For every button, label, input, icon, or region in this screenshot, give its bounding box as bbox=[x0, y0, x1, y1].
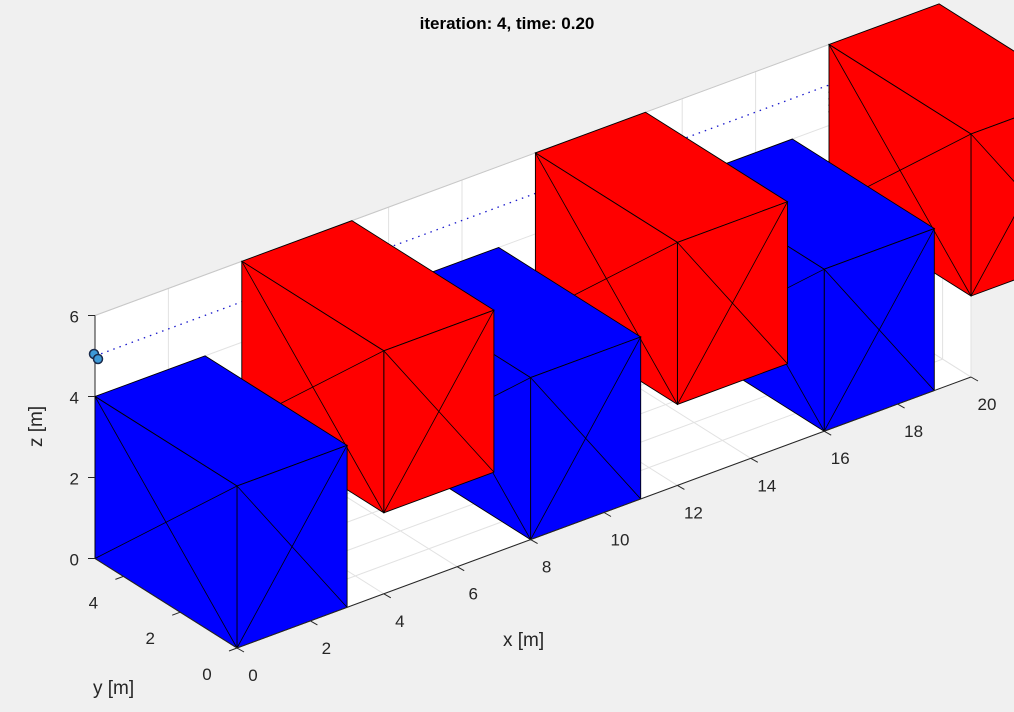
x-tick bbox=[750, 457, 759, 463]
x-tick bbox=[677, 484, 685, 490]
y-tick-label: 2 bbox=[145, 629, 154, 648]
y-tick bbox=[172, 611, 181, 616]
face-diagonal bbox=[94, 485, 238, 559]
x-tick-label: 16 bbox=[831, 449, 850, 468]
x-tick bbox=[970, 376, 979, 382]
x-tick bbox=[383, 593, 392, 599]
x-tick bbox=[530, 539, 538, 545]
y-axis-line bbox=[94, 558, 238, 649]
z-tick-label: 4 bbox=[70, 389, 79, 408]
face-diagonal bbox=[970, 133, 1014, 182]
x-tick-label: 2 bbox=[322, 639, 331, 658]
obstacle-blue bbox=[93, 355, 349, 649]
x-tick bbox=[236, 647, 245, 653]
y-tick-label: 0 bbox=[202, 665, 211, 684]
x-tick-label: 10 bbox=[611, 531, 630, 550]
face-diagonal bbox=[530, 377, 641, 500]
x-tick bbox=[897, 403, 905, 409]
z-axis-label: z [m] bbox=[26, 406, 47, 447]
x-tick bbox=[310, 620, 318, 626]
obstacle-red bbox=[240, 220, 495, 514]
y-tick bbox=[115, 575, 124, 580]
face-diagonal bbox=[970, 216, 1014, 297]
face-diagonal bbox=[383, 350, 495, 473]
trajectory-line bbox=[94, 84, 830, 357]
agent-marker bbox=[88, 348, 104, 365]
z-tick-label: 6 bbox=[70, 308, 79, 327]
x-tick bbox=[456, 566, 465, 572]
x-tick-label: 14 bbox=[757, 476, 776, 495]
x-tick-label: 4 bbox=[395, 612, 404, 631]
y-tick bbox=[228, 647, 238, 652]
face-diagonal bbox=[236, 485, 348, 608]
obstacle-red bbox=[534, 111, 789, 406]
box-edge bbox=[94, 44, 830, 316]
axis-labels: x [m] y [m] z [m] bbox=[26, 406, 544, 699]
x-tick-label: 18 bbox=[904, 422, 923, 441]
face-diagonal bbox=[677, 242, 788, 365]
obstacles bbox=[93, 3, 1014, 649]
x-tick-label: 6 bbox=[468, 585, 477, 604]
z-tick-label: 2 bbox=[70, 470, 79, 489]
face-diagonal bbox=[823, 268, 935, 391]
x-tick-label: 12 bbox=[684, 503, 703, 522]
x-tick bbox=[823, 430, 832, 436]
y-axis-label: y [m] bbox=[93, 678, 134, 699]
x-tick-label: 8 bbox=[542, 558, 551, 577]
obstacle-red bbox=[827, 3, 1014, 297]
plot-title: iteration: 4, time: 0.20 bbox=[419, 14, 595, 33]
x-tick-label: 20 bbox=[978, 395, 997, 414]
x-axis-label: x [m] bbox=[503, 630, 544, 651]
tick-labels: 0 2 4 6 8 10 12 14 16 18 20 0 2 4 0 2 4 6 bbox=[70, 308, 997, 686]
x-tick bbox=[603, 512, 612, 517]
y-tick-label: 4 bbox=[89, 593, 98, 612]
z-tick-label: 0 bbox=[70, 551, 79, 570]
agent-body bbox=[92, 353, 104, 365]
x-tick-label: 0 bbox=[248, 666, 257, 685]
